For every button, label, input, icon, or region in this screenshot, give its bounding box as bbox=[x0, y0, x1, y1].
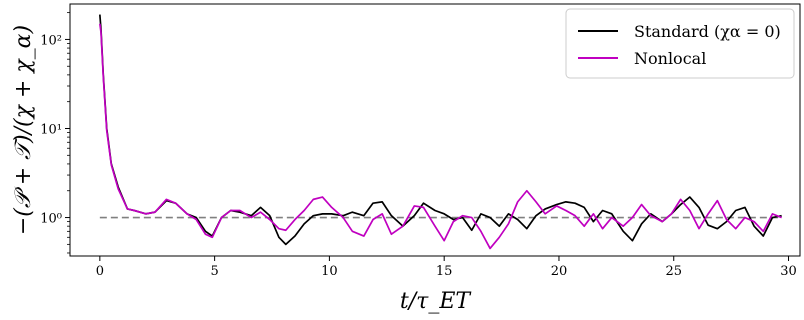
x-tick-label: 5 bbox=[210, 264, 218, 279]
legend: Standard (χα = 0) Nonlocal bbox=[565, 8, 795, 79]
x-axis-label: t/τ_ET bbox=[400, 289, 472, 314]
y-tick-label: 10⁰ bbox=[40, 212, 62, 227]
legend-box bbox=[565, 8, 795, 79]
legend-label-nonlocal: Nonlocal bbox=[634, 49, 706, 68]
x-tick-label: 25 bbox=[665, 264, 682, 279]
x-tick-label: 10 bbox=[321, 264, 338, 279]
legend-label-standard: Standard (χα = 0) bbox=[634, 22, 781, 41]
x-tick-label: 0 bbox=[96, 264, 104, 279]
y-axis-label: −(𝒫 + 𝒯)/(χ + χ_α) bbox=[11, 25, 36, 235]
x-tick-label: 20 bbox=[551, 264, 568, 279]
series-line-nonlocal bbox=[98, 23, 782, 250]
y-tick-label: 10² bbox=[40, 33, 62, 48]
x-tick-label: 30 bbox=[780, 264, 797, 279]
series-layer bbox=[98, 14, 782, 250]
y-tick-label: 10¹ bbox=[40, 122, 62, 137]
x-tick-label: 15 bbox=[436, 264, 453, 279]
x-axis-ticks: 0 5 10 15 20 25 30 bbox=[96, 256, 797, 279]
y-axis-ticks: 10⁰ 10¹ 10² bbox=[40, 12, 70, 254]
